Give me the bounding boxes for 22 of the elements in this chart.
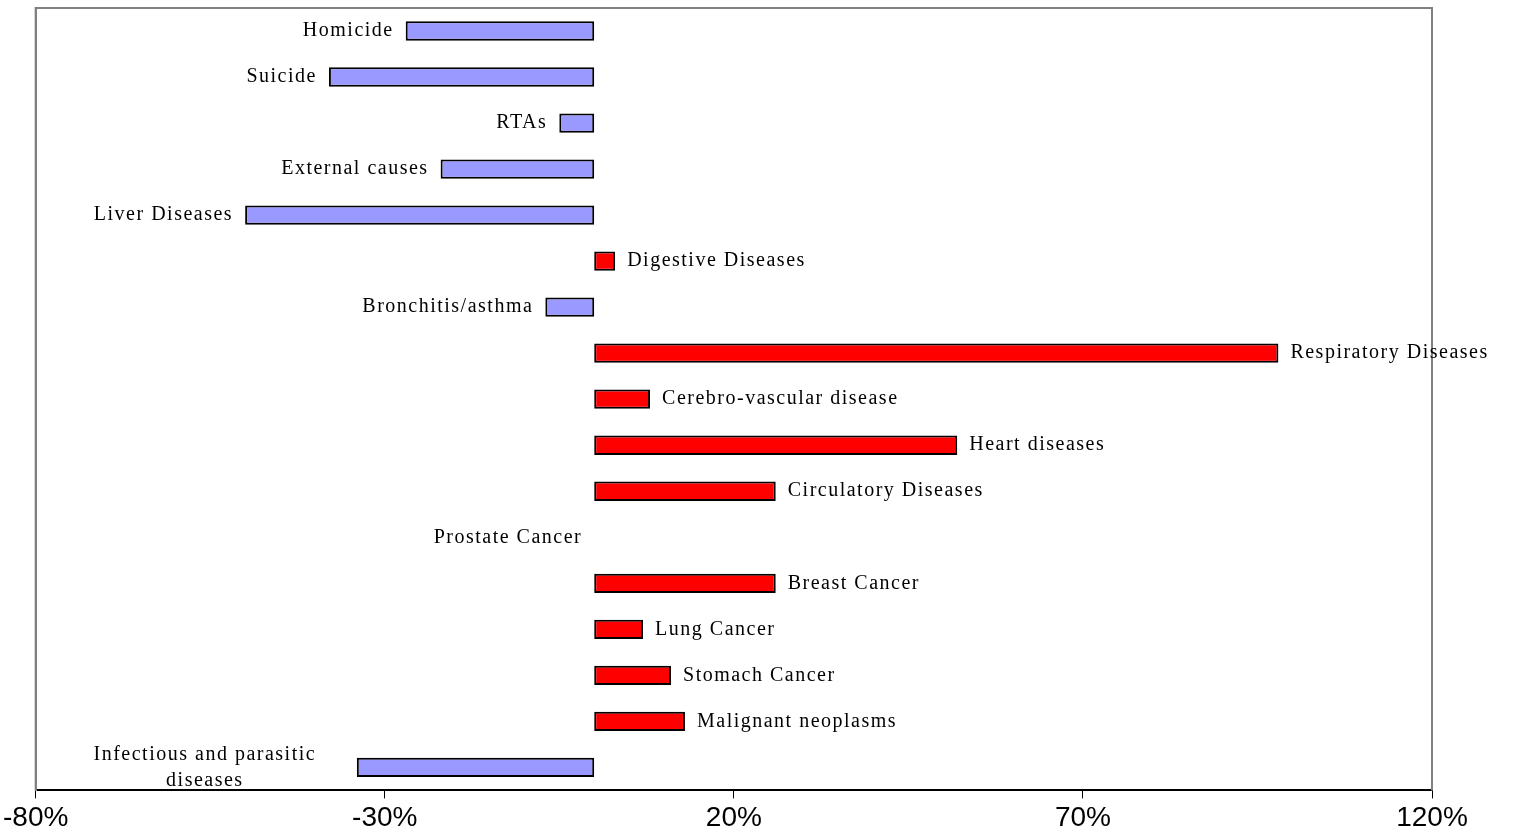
x-tick-label: 70% [1054,800,1111,832]
y-tick-label: Liver Diseases [93,202,234,225]
y-tick-label: Respiratory Diseases [1290,340,1489,364]
x-tick-label: 120% [1396,800,1468,832]
y-tick-label: Heart diseases [969,432,1106,455]
x-tick-label: -80% [3,800,69,832]
y-tick-label: Cerebro-vascular disease [662,386,899,409]
y-tick-label: Lung Cancer [655,616,776,640]
y-tick-label: Bronchitis/asthma [362,294,534,317]
y-tick-label: External causes [281,156,429,179]
y-tick-label: Homicide [302,18,394,41]
y-tick-label: Infectious and parasitic diseases [93,741,317,790]
y-tick-label: Prostate Cancer [433,524,583,547]
y-tick-label: Malignant neoplasms [696,708,898,732]
y-tick-label: Stomach Cancer [683,662,836,685]
x-tick-label: 20% [705,800,762,832]
y-tick-label: Suicide [246,64,317,87]
y-tick-label: Digestive Diseases [627,248,806,272]
y-tick-label: Circulatory Diseases [787,478,984,502]
y-tick-label: Breast Cancer [787,570,920,593]
x-tick-label: -30% [352,800,418,832]
y-tick-label: RTAs [496,110,548,133]
